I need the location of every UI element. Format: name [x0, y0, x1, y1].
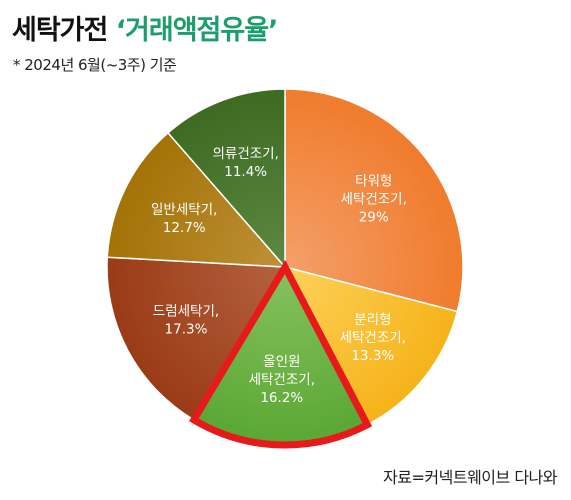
chart-subtitle: * 2024년 6월(~3주) 기준 [13, 56, 177, 74]
pie-labels: 타워형 세탁건조기, 29% 분리형 세탁건조기, 13.3% 올인원 세탁건조기, 16.2%… [151, 146, 407, 406]
source-note: 자료=커넥트웨이브 다나와 [383, 468, 557, 487]
slice-타워형-세탁건조기 [284, 88, 464, 313]
slice-일반세탁기 [106, 131, 287, 268]
slice-분리형-세탁건조기 [283, 265, 459, 426]
slice-label-일반세탁기: 일반세탁기, 12.7% [151, 202, 217, 236]
title-highlight: ‘거래액점유율’ [115, 15, 279, 46]
slice-label-드럼세탁기: 드럼세탁기, 17.3% [153, 304, 219, 338]
highlight-border-올인원-세탁건조기 [189, 259, 373, 449]
slice-label-의류건조기: 의류건조기, 11.4% [212, 146, 278, 180]
slice-label-분리형-세탁건조기: 분리형 세탁건조기, 13.3% [340, 312, 406, 364]
slice-label-올인원-세탁건조기: 올인원 세탁건조기, 16.2% [249, 354, 315, 406]
slice-의류건조기 [166, 88, 286, 270]
slice-label-타워형-세탁건조기: 타워형 세탁건조기, 29% [340, 173, 406, 225]
title-main: 세탁가전 [12, 15, 108, 46]
chart-title: 세탁가전 ‘거래액점유율’ [12, 8, 279, 47]
pie-slices [106, 88, 464, 446]
highlight-outline [189, 259, 373, 449]
slice-드럼세탁기 [106, 256, 287, 421]
